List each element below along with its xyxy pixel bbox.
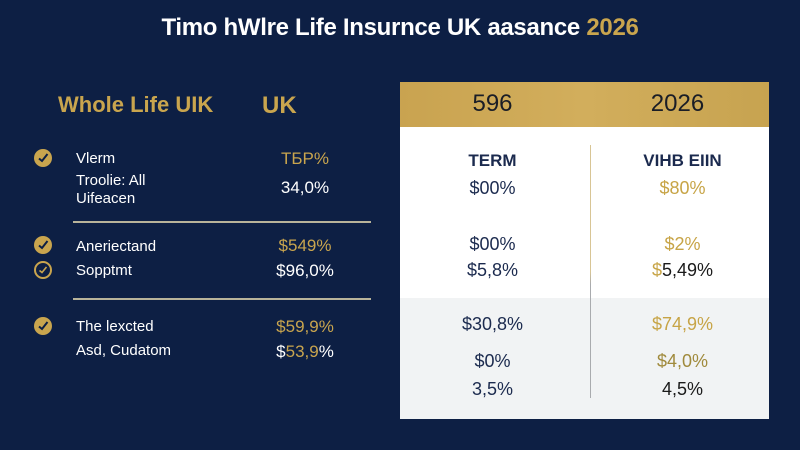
row-value: $549%	[278, 236, 332, 255]
check-outline-icon	[34, 261, 52, 279]
table-cell: $2%	[664, 234, 701, 254]
row-value: $53,9%	[250, 342, 360, 362]
value-suffix: %	[318, 342, 334, 361]
table-cell: $74,9%	[651, 314, 714, 334]
title-year: 2026	[586, 14, 639, 41]
row-label: Troolie: All	[76, 172, 146, 189]
table-cell: $00%	[469, 178, 516, 198]
row-label: The lexcted	[76, 318, 154, 335]
cell-rest: 5,49%	[661, 260, 714, 280]
row-value: $96,0%	[276, 261, 334, 280]
table-cell: $00%	[469, 234, 516, 254]
row-label: Vlerm	[76, 150, 116, 167]
left-heading-region: UK	[262, 92, 297, 119]
table-cell: $0%	[474, 351, 511, 371]
row-label: Sopptmt	[76, 262, 132, 279]
table-cell: $80%	[659, 178, 706, 198]
row-value: $59,9%	[276, 317, 334, 336]
table-header: 596 2026	[400, 82, 769, 127]
row-label: Asd, Cudatom	[76, 342, 172, 359]
page-title: Timo hWlre Life Insurnce UK aasance 2026	[0, 14, 800, 42]
row-value: 34,0%	[280, 178, 330, 197]
column-label-whole-life: VIHB EIIN	[643, 151, 722, 170]
table-cell: $30,8%	[461, 314, 524, 334]
title-text: Timo hWlre Life Insurnce UK aasance	[161, 14, 580, 41]
check-filled-icon	[34, 149, 52, 167]
row-value: TБP%	[281, 149, 329, 168]
section-divider	[73, 298, 371, 300]
table-header-col-2: 2026	[650, 90, 705, 117]
value-prefix: $	[276, 342, 286, 361]
table-lower-band	[400, 298, 769, 419]
table-cell: $5,8%	[466, 260, 519, 280]
table-cell: $5,49%	[590, 260, 769, 281]
column-label-term: TERM	[468, 151, 517, 170]
table-cell: 4,5%	[661, 379, 704, 399]
row-label: Anerieсtand	[76, 238, 157, 255]
value-mid: 53,9	[285, 342, 319, 361]
table-cell: 3,5%	[471, 379, 514, 399]
check-filled-icon	[34, 317, 52, 335]
table-cell: $4,0%	[656, 351, 709, 371]
check-filled-icon	[34, 236, 52, 254]
table-header-col-1: 596	[472, 90, 513, 117]
row-label: Uifeacen	[76, 190, 136, 207]
comparison-table: 596 2026 TERM VIHB EIIN $00% $80% $00% $…	[400, 82, 769, 419]
left-heading-plan: Whole Life UIK	[58, 92, 214, 117]
section-divider	[73, 221, 371, 223]
column-divider	[590, 145, 591, 398]
cell-prefix: $	[651, 260, 662, 280]
